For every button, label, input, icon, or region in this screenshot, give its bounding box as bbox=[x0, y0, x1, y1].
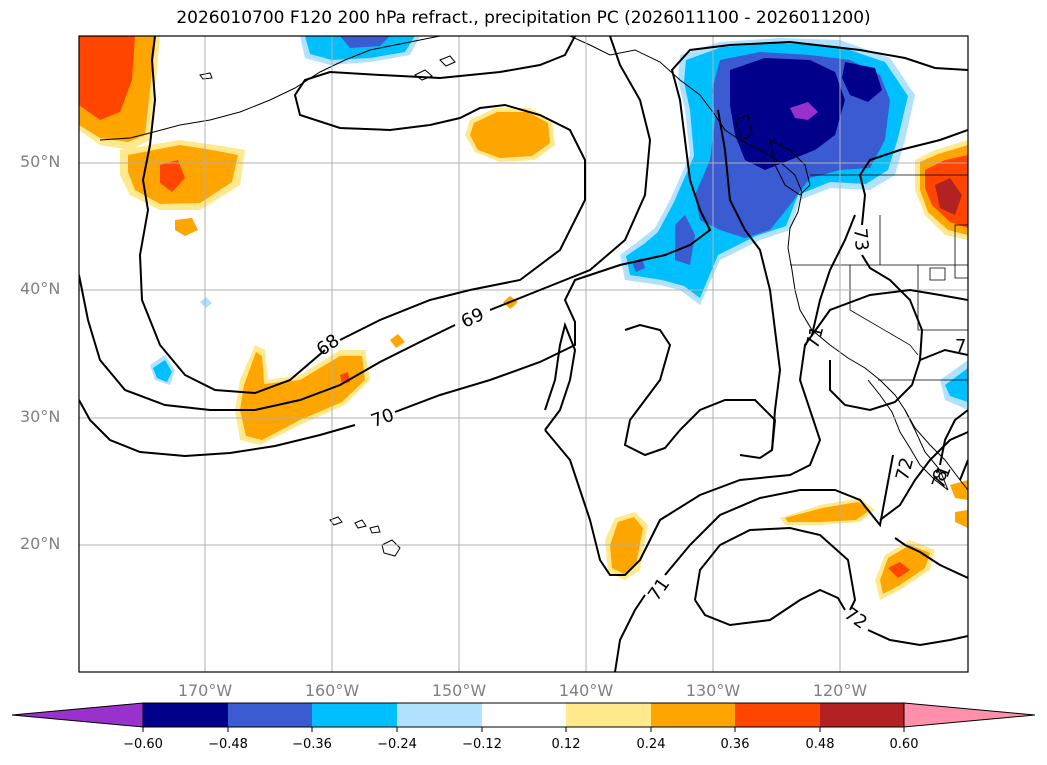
contour-label-7: 7 bbox=[955, 336, 966, 357]
contour-label-73: 73 bbox=[849, 227, 872, 252]
lon-label-130w: 130°W bbox=[685, 681, 741, 700]
colorbar-extend-low bbox=[11, 702, 144, 728]
colorbar-tick: 0.48 bbox=[805, 737, 835, 752]
map-title: 2026010700 F120 200 hPa refract., precip… bbox=[176, 8, 871, 28]
lon-label-150w: 150°W bbox=[431, 681, 487, 700]
negative-anomaly-shading bbox=[150, 36, 968, 410]
colorbar-extend-high bbox=[903, 702, 1036, 728]
colorbar-tick: −0.12 bbox=[462, 737, 502, 752]
colorbar-tick: −0.60 bbox=[123, 737, 163, 752]
colorbar-tick: 0.12 bbox=[551, 737, 581, 752]
lat-label-30n: 30°N bbox=[20, 407, 61, 426]
colorbar-tick: 0.60 bbox=[889, 737, 919, 752]
positive-anomaly-shading bbox=[79, 36, 968, 600]
lat-label-40n: 40°N bbox=[20, 279, 61, 298]
lon-label-140w: 140°W bbox=[558, 681, 614, 700]
lat-label-50n: 50°N bbox=[20, 152, 61, 171]
colorbar-tick: −0.24 bbox=[377, 737, 417, 752]
lon-label-170w: 170°W bbox=[177, 681, 233, 700]
political-borders bbox=[790, 174, 968, 381]
plot-frame bbox=[78, 35, 969, 673]
colorbar-tick: 0.36 bbox=[720, 737, 750, 752]
lon-label-160w: 160°W bbox=[304, 681, 360, 700]
refractivity-contours bbox=[79, 36, 968, 672]
lat-label-20n: 20°N bbox=[20, 534, 61, 553]
colorbar bbox=[11, 702, 1036, 732]
coastlines bbox=[99, 36, 968, 557]
gridlines bbox=[79, 36, 968, 672]
colorbar-tick: −0.48 bbox=[208, 737, 248, 752]
colorbar-tick: −0.36 bbox=[292, 737, 332, 752]
colorbar-tick: 0.24 bbox=[636, 737, 666, 752]
lon-label-120w: 120°W bbox=[812, 681, 868, 700]
